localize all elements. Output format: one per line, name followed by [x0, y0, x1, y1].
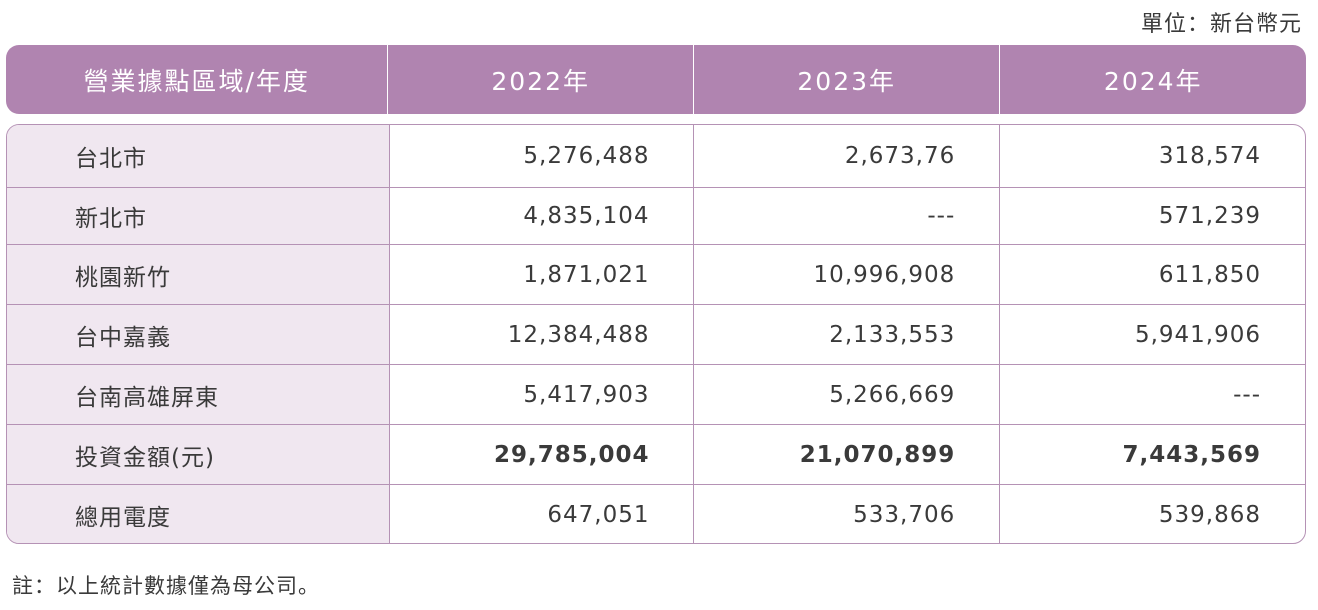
cell-2022: 5,417,903 [388, 365, 694, 424]
row-label: 台中嘉義 [7, 305, 389, 364]
cell-2022: 5,276,488 [388, 125, 694, 187]
row-label: 總用電度 [7, 485, 389, 543]
cell-2024: 611,850 [999, 245, 1305, 304]
cell-2022: 1,871,021 [388, 245, 694, 304]
cell-2024: 318,574 [999, 125, 1305, 187]
row-label: 桃園新竹 [7, 245, 389, 304]
header-2022: 2022年 [387, 45, 693, 114]
row-label: 台北市 [7, 125, 389, 187]
row-label: 投資金額(元) [7, 425, 389, 484]
cell-2023: 21,070,899 [693, 425, 999, 484]
table-row: 桃園新竹 1,871,021 10,996,908 611,850 [7, 244, 1305, 304]
cell-2024: --- [999, 365, 1305, 424]
cell-2024: 7,443,569 [999, 425, 1305, 484]
table-row: 總用電度 647,051 533,706 539,868 [7, 484, 1305, 543]
row-label: 台南高雄屏東 [7, 365, 389, 424]
table-header: 營業據點區域/年度 2022年 2023年 2024年 [6, 45, 1306, 114]
footnote: 註：以上統計數據僅為母公司。 [12, 574, 320, 598]
cell-2024: 571,239 [999, 188, 1305, 244]
cell-2023: 5,266,669 [693, 365, 999, 424]
header-2023: 2023年 [692, 45, 1000, 114]
header-2024: 2024年 [999, 45, 1306, 114]
table-row: 台南高雄屏東 5,417,903 5,266,669 --- [7, 364, 1305, 424]
table-row-investment-total: 投資金額(元) 29,785,004 21,070,899 7,443,569 [7, 424, 1305, 484]
cell-2024: 539,868 [999, 485, 1305, 543]
unit-label: 單位：新台幣元 [1140, 12, 1302, 37]
cell-2023: 2,673,76 [693, 125, 999, 187]
cell-2023: 10,996,908 [693, 245, 999, 304]
cell-2022: 4,835,104 [388, 188, 694, 244]
table-row: 台北市 5,276,488 2,673,76 318,574 [7, 125, 1305, 187]
header-region: 營業據點區域/年度 [83, 66, 310, 96]
cell-2023: 2,133,553 [693, 305, 999, 364]
cell-2022: 647,051 [388, 485, 694, 543]
data-table: 台北市 5,276,488 2,673,76 318,574 新北市 4,835… [6, 124, 1306, 544]
row-label: 新北市 [7, 188, 389, 244]
cell-2022: 29,785,004 [388, 425, 694, 484]
cell-2022: 12,384,488 [388, 305, 694, 364]
cell-2023: 533,706 [693, 485, 999, 543]
table-row: 台中嘉義 12,384,488 2,133,553 5,941,906 [7, 304, 1305, 364]
table-row: 新北市 4,835,104 --- 571,239 [7, 187, 1305, 244]
cell-2024: 5,941,906 [999, 305, 1305, 364]
cell-2023: --- [693, 188, 999, 244]
